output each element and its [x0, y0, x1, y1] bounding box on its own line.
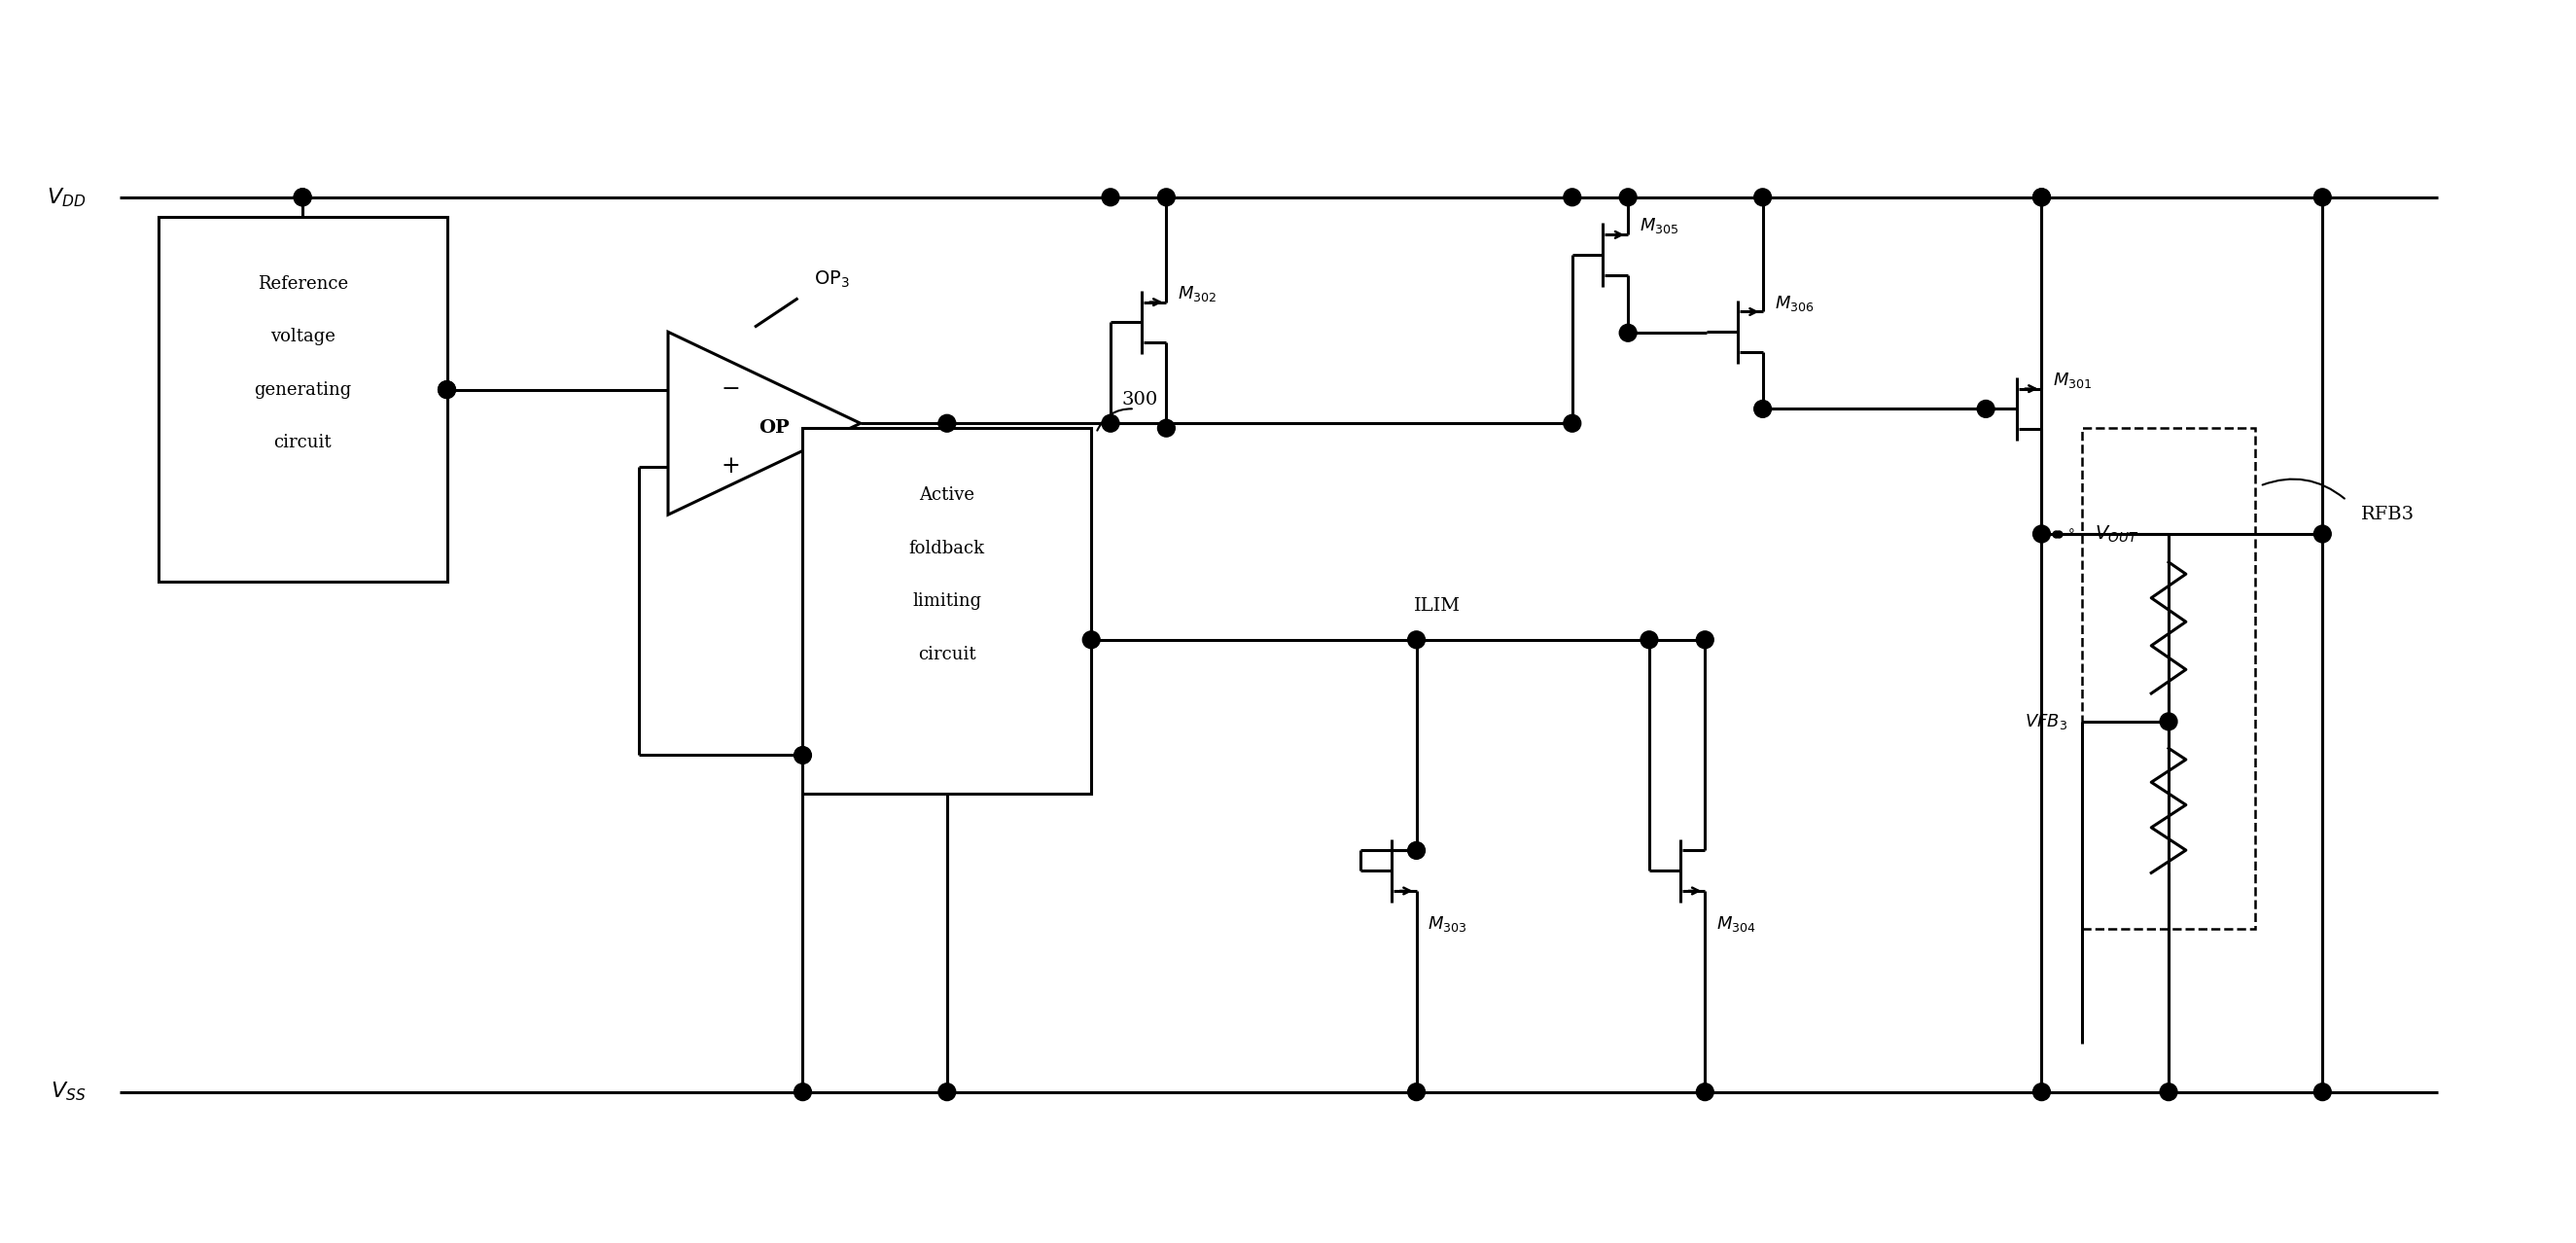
Text: $\mathrm{OP}_3$: $\mathrm{OP}_3$ — [814, 268, 850, 290]
Circle shape — [793, 747, 811, 764]
Circle shape — [938, 415, 956, 433]
Text: $M_{303}$: $M_{303}$ — [1427, 914, 1468, 933]
Text: circuit: circuit — [273, 434, 332, 451]
Circle shape — [1620, 189, 1636, 206]
Circle shape — [2313, 189, 2331, 206]
Circle shape — [294, 189, 312, 206]
Text: $VFB_3$: $VFB_3$ — [2025, 712, 2069, 731]
Bar — [2081, 428, 2254, 929]
Text: $M_{302}$: $M_{302}$ — [1177, 283, 1216, 303]
Circle shape — [2032, 1084, 2050, 1100]
Circle shape — [1157, 419, 1175, 436]
Text: OP: OP — [757, 419, 788, 436]
Text: $V_{OUT}$: $V_{OUT}$ — [2094, 523, 2138, 544]
Circle shape — [438, 382, 456, 398]
Circle shape — [2032, 189, 2050, 206]
Circle shape — [2313, 1084, 2331, 1100]
Circle shape — [2159, 1084, 2177, 1100]
Text: RFB3: RFB3 — [2362, 506, 2414, 523]
Circle shape — [2032, 189, 2050, 206]
Text: $V_{SS}$: $V_{SS}$ — [52, 1080, 85, 1104]
Circle shape — [294, 189, 312, 206]
Text: circuit: circuit — [917, 645, 976, 663]
Text: ILIM: ILIM — [1414, 598, 1461, 615]
Text: $M_{304}$: $M_{304}$ — [1716, 914, 1757, 933]
Circle shape — [793, 1084, 811, 1100]
Circle shape — [1978, 400, 1994, 418]
Circle shape — [938, 1084, 956, 1100]
Text: 300: 300 — [1121, 390, 1157, 408]
Circle shape — [438, 382, 456, 398]
Circle shape — [1103, 189, 1118, 206]
Circle shape — [1564, 415, 1582, 433]
Bar — [804, 428, 1092, 794]
Polygon shape — [667, 332, 860, 515]
Text: $M_{306}$: $M_{306}$ — [1775, 293, 1814, 313]
Circle shape — [2313, 526, 2331, 543]
Circle shape — [1641, 631, 1659, 649]
Circle shape — [1157, 189, 1175, 206]
Text: Active: Active — [920, 487, 974, 505]
Circle shape — [1698, 1084, 1713, 1100]
Circle shape — [1406, 631, 1425, 649]
Circle shape — [1754, 400, 1772, 418]
Text: $M_{305}$: $M_{305}$ — [1638, 216, 1680, 236]
Text: foldback: foldback — [909, 539, 984, 557]
Circle shape — [1082, 631, 1100, 649]
Text: +: + — [721, 455, 739, 477]
Text: limiting: limiting — [912, 593, 981, 610]
Circle shape — [2032, 526, 2050, 543]
Circle shape — [2159, 713, 2177, 730]
Circle shape — [1620, 324, 1636, 342]
Text: $\circ$: $\circ$ — [2066, 522, 2074, 536]
Bar — [157, 216, 446, 582]
Circle shape — [1406, 842, 1425, 859]
Text: −: − — [721, 378, 739, 400]
Text: Reference: Reference — [258, 275, 348, 292]
Circle shape — [1406, 1084, 1425, 1100]
Circle shape — [1564, 189, 1582, 206]
Circle shape — [1754, 189, 1772, 206]
Circle shape — [1698, 631, 1713, 649]
Text: $M_{301}$: $M_{301}$ — [2053, 370, 2092, 390]
Text: generating: generating — [255, 380, 350, 399]
Text: voltage: voltage — [270, 328, 335, 346]
Circle shape — [1103, 415, 1118, 433]
Text: $V_{DD}$: $V_{DD}$ — [46, 185, 85, 209]
